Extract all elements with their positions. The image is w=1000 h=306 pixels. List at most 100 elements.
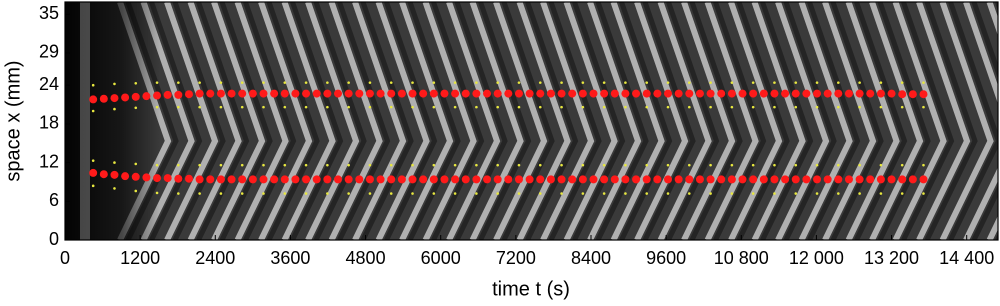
data-point	[334, 175, 343, 184]
data-point	[727, 89, 736, 98]
data-point	[496, 105, 499, 109]
data-point	[802, 89, 811, 98]
data-point	[248, 175, 257, 184]
data-point	[773, 81, 776, 84]
data-point	[240, 192, 244, 195]
data-point	[451, 89, 460, 98]
wave-stripe	[751, 2, 806, 240]
data-point	[770, 175, 779, 184]
data-point	[815, 81, 819, 84]
wave-stripe	[493, 2, 548, 240]
data-point	[717, 175, 726, 184]
data-point	[666, 105, 670, 109]
data-point	[898, 175, 907, 184]
data-point	[153, 91, 162, 100]
wave-shadow	[548, 2, 602, 240]
wave-shadow	[501, 2, 555, 240]
wave-shadow	[783, 2, 837, 240]
data-point	[879, 163, 883, 167]
data-point	[709, 81, 712, 84]
wave-stripe	[258, 2, 313, 240]
data-point	[624, 163, 627, 167]
wave-stripe	[775, 2, 830, 240]
data-point	[751, 192, 755, 195]
data-point	[99, 170, 108, 179]
data-point	[695, 89, 704, 98]
data-point	[876, 175, 885, 184]
data-point	[791, 89, 800, 98]
wave-stripe	[939, 2, 994, 240]
data-point	[365, 89, 374, 98]
data-point	[791, 175, 800, 184]
dark-onset	[65, 2, 160, 240]
wave-stripe	[845, 2, 900, 240]
data-point	[113, 82, 116, 86]
data-point	[89, 168, 98, 177]
wave-shadow	[877, 2, 931, 240]
data-point	[419, 89, 428, 98]
data-point	[717, 89, 726, 98]
wave-stripe	[704, 2, 759, 240]
data-point	[773, 105, 776, 109]
data-point	[759, 175, 768, 184]
data-point	[408, 89, 417, 98]
data-point	[91, 109, 95, 113]
data-point	[538, 81, 542, 84]
data-point	[440, 175, 449, 184]
data-point	[922, 105, 925, 109]
data-point	[900, 105, 904, 109]
data-point	[432, 105, 436, 109]
data-point	[813, 89, 822, 98]
data-point	[142, 92, 151, 101]
data-point	[461, 175, 470, 184]
wave-stripe	[211, 2, 266, 240]
x-tick-label: 3600	[270, 248, 310, 268]
data-point	[589, 175, 598, 184]
data-point	[280, 89, 289, 98]
data-point	[687, 105, 691, 109]
data-point	[504, 175, 513, 184]
data-point	[219, 81, 223, 84]
data-point	[355, 89, 364, 98]
y-tick-label: 12	[39, 151, 59, 171]
data-point	[919, 90, 928, 99]
x-tick-label: 2400	[195, 248, 235, 268]
data-point	[751, 81, 755, 84]
data-point	[312, 175, 321, 184]
data-point	[155, 191, 159, 195]
wave-stripe	[610, 2, 665, 240]
data-point	[347, 163, 350, 167]
data-point	[581, 81, 585, 84]
data-point	[610, 89, 619, 98]
data-point	[397, 175, 406, 184]
wave-shadow	[149, 2, 203, 240]
data-point	[493, 89, 502, 98]
wave-stripe	[916, 2, 971, 240]
wave-stripe	[563, 2, 618, 240]
data-point	[411, 192, 414, 195]
data-point	[666, 81, 670, 84]
data-point	[602, 192, 606, 195]
data-point	[632, 175, 641, 184]
data-point	[227, 89, 236, 98]
data-point	[568, 89, 577, 98]
data-point	[578, 175, 587, 184]
x-tick-label: 1200	[120, 248, 160, 268]
data-point	[496, 81, 499, 84]
data-point	[302, 89, 311, 98]
data-point	[155, 163, 159, 167]
data-point	[389, 163, 393, 167]
data-point	[794, 81, 798, 84]
data-point	[326, 81, 329, 84]
data-point	[283, 192, 287, 195]
data-point	[163, 90, 172, 99]
data-point	[600, 89, 609, 98]
data-point	[198, 192, 201, 195]
data-point	[198, 81, 201, 84]
data-point	[411, 163, 414, 167]
data-point	[538, 105, 542, 109]
data-point	[387, 175, 396, 184]
data-point	[834, 175, 843, 184]
data-point	[195, 175, 204, 184]
data-point	[89, 95, 98, 104]
